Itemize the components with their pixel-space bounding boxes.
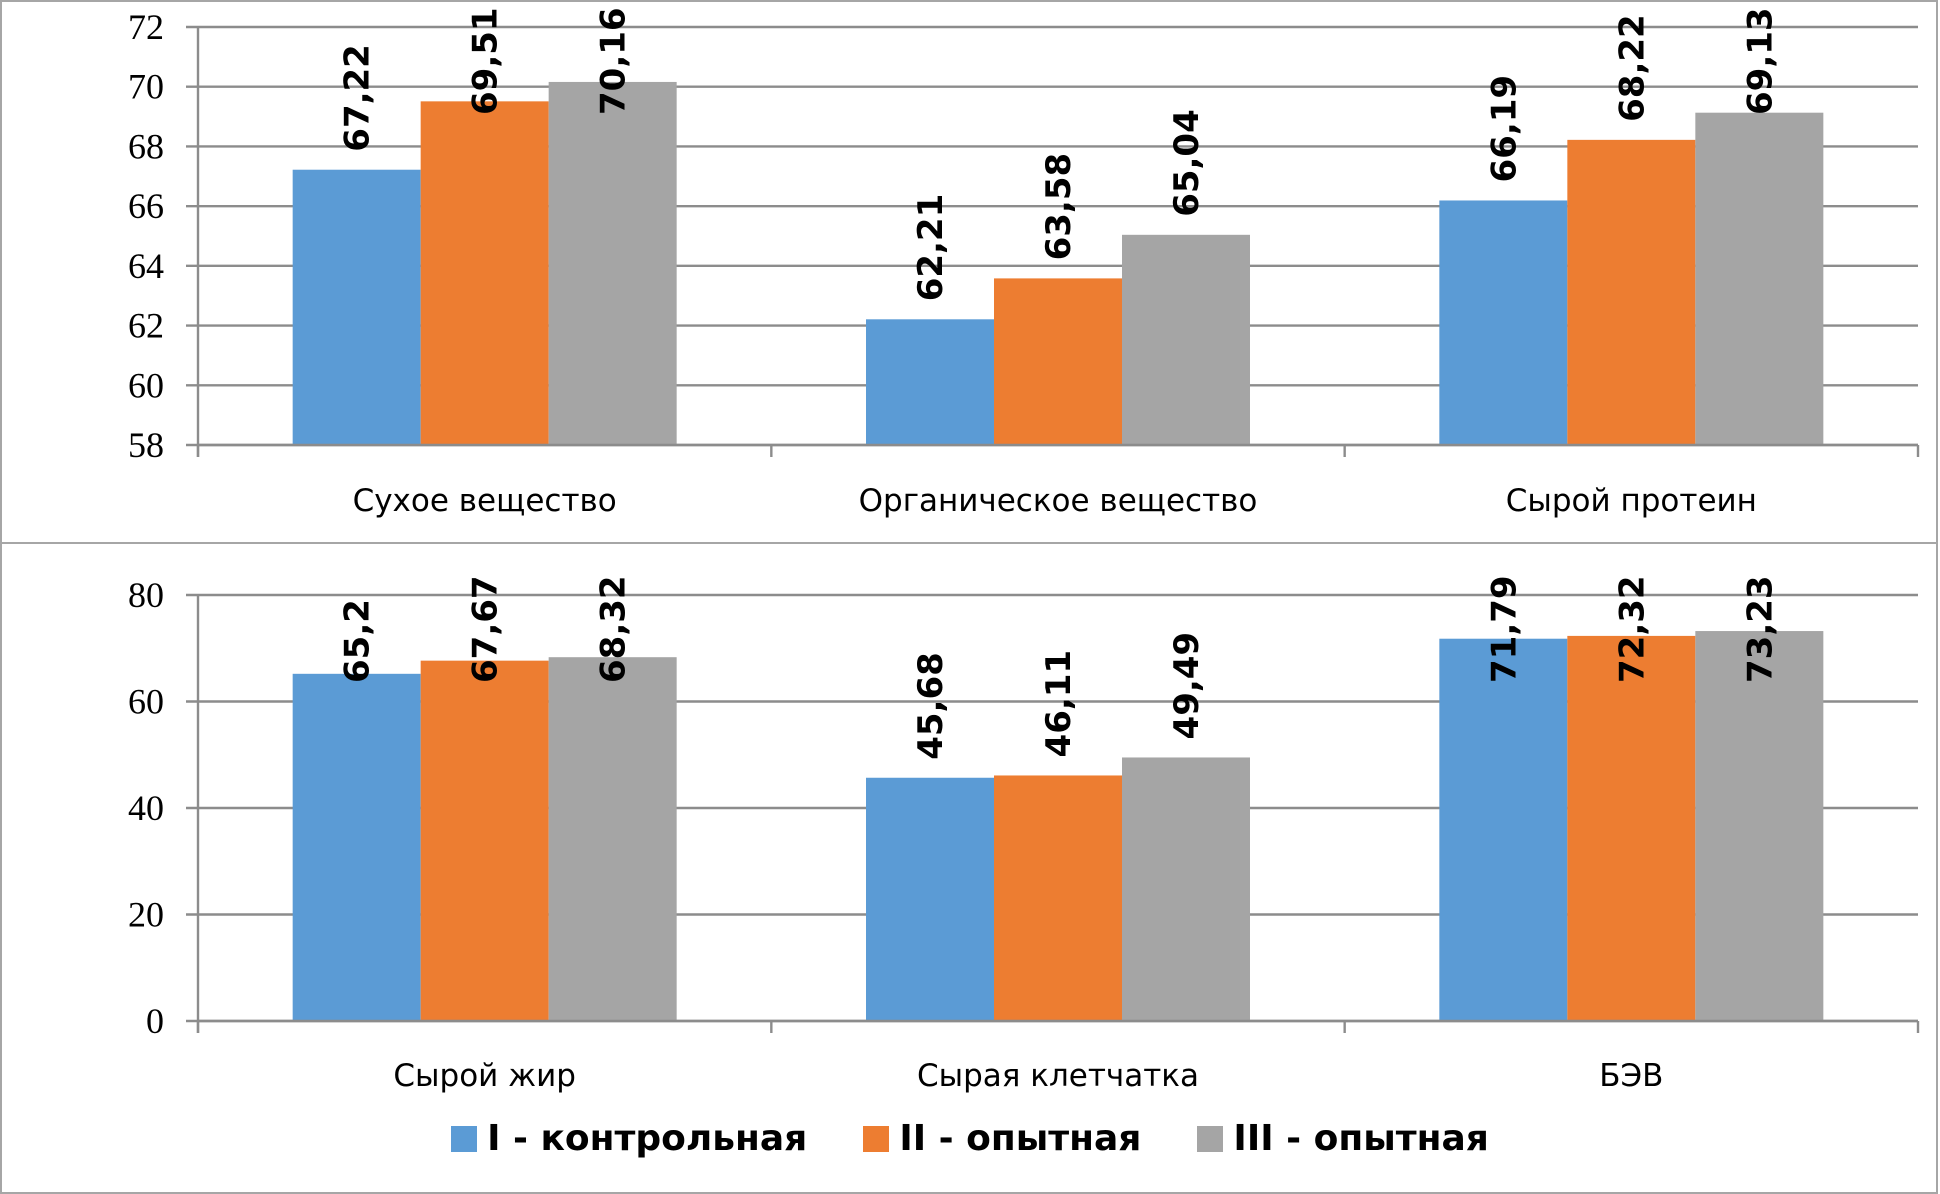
data-label: 67,67	[466, 575, 506, 683]
bar-2-1-3	[548, 657, 677, 1021]
legend-swatch-group-1	[451, 1125, 478, 1152]
legend-label-group-3: III - опытная	[1233, 1118, 1489, 1159]
bar-1-3-1	[1439, 200, 1568, 445]
bar-2-2-1	[866, 777, 994, 1021]
bar-1-1-2	[420, 101, 549, 445]
y-tick-label: 72	[128, 7, 164, 47]
data-label: 46,11	[1039, 650, 1079, 758]
bar-1-3-3	[1695, 112, 1824, 445]
legend-label-group-1: I - контрольная	[487, 1118, 808, 1159]
y-tick-label: 60	[128, 682, 164, 722]
y-tick-label: 80	[128, 575, 164, 615]
y-tick-label: 58	[128, 425, 164, 465]
data-label: 71,79	[1484, 575, 1524, 683]
legend-swatch-group-2	[863, 1125, 890, 1152]
legend-label-group-2: II - опытная	[899, 1118, 1142, 1159]
legend-item-group-2: II - опытная	[863, 1118, 1141, 1159]
legend-item-group-1: I - контрольная	[451, 1118, 807, 1159]
data-label: 69,13	[1740, 7, 1780, 115]
y-tick-label: 0	[146, 1001, 164, 1041]
bar-1-1-1	[292, 169, 421, 445]
bar-1-3-2	[1567, 139, 1696, 446]
bar-1-2-1	[866, 319, 994, 445]
bar-2-2-3	[1122, 757, 1250, 1021]
legend: I - контрольная II - опытная III - опытн…	[0, 1118, 1940, 1159]
bar-1-1-3	[548, 81, 677, 446]
y-tick-label: 60	[128, 365, 164, 405]
data-label: 69,51	[466, 7, 506, 115]
legend-item-group-3: III - опытная	[1197, 1118, 1489, 1159]
data-label: 45,68	[911, 652, 951, 760]
y-tick-label: 66	[128, 186, 164, 226]
category-label: Сырая клетчатка	[917, 1058, 1199, 1094]
category-label: БЭВ	[1599, 1058, 1663, 1094]
data-label: 63,58	[1039, 153, 1079, 261]
data-label: 68,22	[1612, 14, 1652, 122]
data-label: 70,16	[594, 7, 634, 115]
y-tick-label: 68	[128, 126, 164, 166]
bar-2-1-1	[292, 673, 421, 1021]
data-label: 49,49	[1167, 632, 1207, 740]
category-label: Сырой жир	[393, 1058, 576, 1094]
bar-2-3-2	[1567, 635, 1696, 1021]
data-label: 73,23	[1740, 575, 1780, 683]
data-label: 66,19	[1484, 75, 1524, 183]
y-tick-label: 40	[128, 788, 164, 828]
data-label: 62,21	[911, 194, 951, 302]
category-label: Сухое вещество	[353, 483, 617, 519]
bar-2-2-2	[994, 775, 1122, 1021]
y-tick-label: 20	[128, 895, 164, 935]
bar-2-3-1	[1439, 638, 1568, 1021]
category-label: Сырой протеин	[1506, 483, 1757, 519]
data-label: 65,04	[1167, 109, 1207, 217]
data-label: 68,32	[594, 575, 634, 683]
data-label: 67,22	[338, 44, 378, 152]
bar-2-3-3	[1695, 631, 1824, 1021]
category-label: Органическое вещество	[859, 483, 1258, 519]
bar-2-1-2	[420, 660, 549, 1021]
data-label: 72,32	[1612, 575, 1652, 683]
data-label: 65,2	[338, 599, 378, 683]
bar-1-2-2	[994, 278, 1122, 445]
legend-swatch-group-3	[1197, 1125, 1224, 1152]
y-tick-label: 64	[128, 246, 164, 286]
y-tick-label: 70	[128, 67, 164, 107]
y-tick-label: 62	[128, 306, 164, 346]
bar-1-2-3	[1122, 234, 1250, 445]
